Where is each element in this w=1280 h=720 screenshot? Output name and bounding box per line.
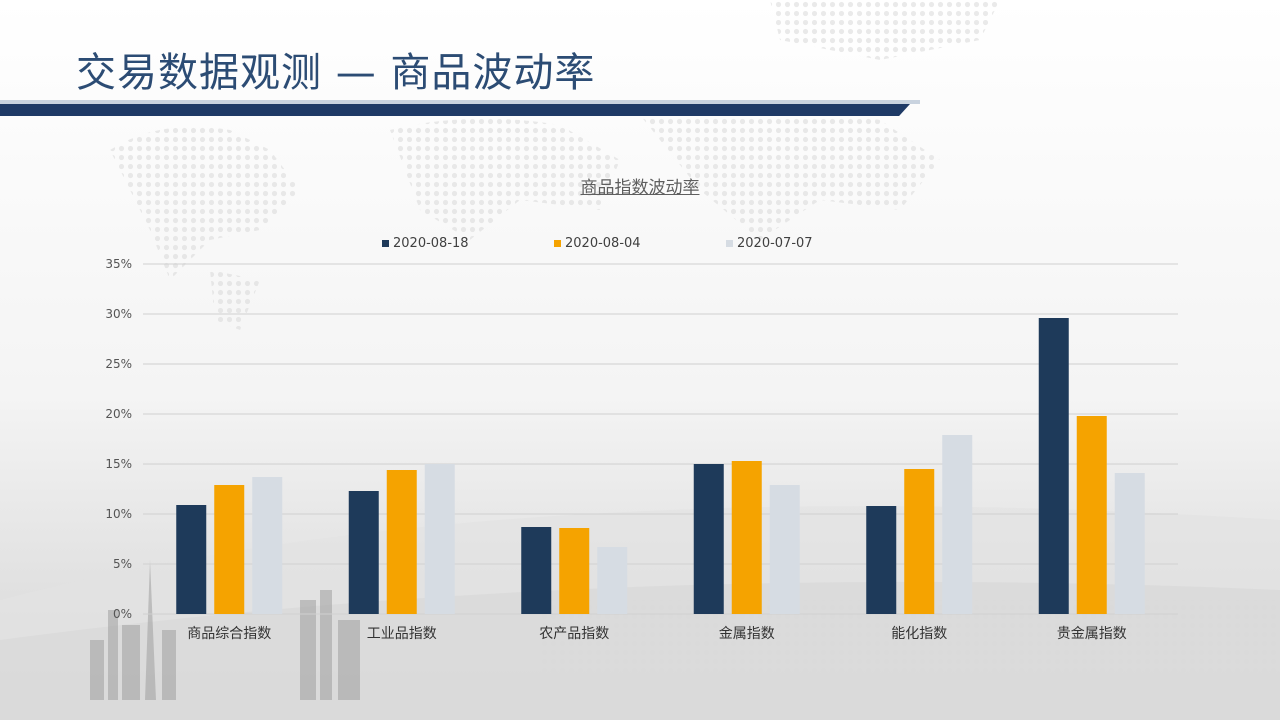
x-tick-label: 商品综合指数 xyxy=(187,626,271,642)
y-tick-label: 35% xyxy=(105,257,132,271)
legend-label: 2020-08-04 xyxy=(565,235,641,251)
x-tick-label: 工业品指数 xyxy=(367,626,437,642)
bar xyxy=(769,485,800,614)
chart-title: 商品指数波动率 xyxy=(580,178,700,198)
bar xyxy=(866,506,897,614)
legend-item: 2020-08-04 xyxy=(554,234,726,252)
bar xyxy=(904,469,935,614)
bar xyxy=(386,470,417,614)
page-title: 交易数据观测 — 商品波动率 xyxy=(76,50,596,96)
bar xyxy=(1114,473,1145,614)
x-tick-label: 农产品指数 xyxy=(539,626,609,642)
bar xyxy=(1076,416,1107,614)
y-tick-label: 5% xyxy=(113,557,132,571)
y-tick-label: 0% xyxy=(113,607,132,621)
bar xyxy=(252,477,283,614)
bar xyxy=(559,528,590,614)
legend-label: 2020-08-18 xyxy=(393,235,469,251)
legend-item: 2020-07-07 xyxy=(726,234,898,252)
bar xyxy=(176,505,207,614)
bar xyxy=(424,464,455,614)
legend-label: 2020-07-07 xyxy=(737,235,813,251)
y-tick-label: 25% xyxy=(105,357,132,371)
y-tick-label: 30% xyxy=(105,307,132,321)
y-tick-label: 10% xyxy=(105,507,132,521)
y-tick-label: 15% xyxy=(105,457,132,471)
legend-swatch xyxy=(726,239,733,247)
bar xyxy=(731,461,762,614)
title-divider xyxy=(0,104,910,116)
x-tick-label: 金属指数 xyxy=(719,626,775,642)
bar xyxy=(1038,318,1069,614)
legend-item: 2020-08-18 xyxy=(382,234,554,252)
y-tick-label: 20% xyxy=(105,407,132,421)
x-tick-label: 贵金属指数 xyxy=(1057,626,1127,642)
bar xyxy=(214,485,245,614)
legend-swatch xyxy=(382,239,389,247)
bar xyxy=(597,547,628,614)
title-divider-light xyxy=(0,100,920,104)
legend-swatch xyxy=(554,239,561,247)
x-tick-label: 能化指数 xyxy=(891,626,947,642)
bar xyxy=(348,491,379,614)
bar xyxy=(693,464,724,614)
chart-legend: 2020-08-18 2020-08-04 2020-07-07 xyxy=(0,234,1280,252)
bar xyxy=(521,527,552,614)
bar xyxy=(942,435,973,614)
